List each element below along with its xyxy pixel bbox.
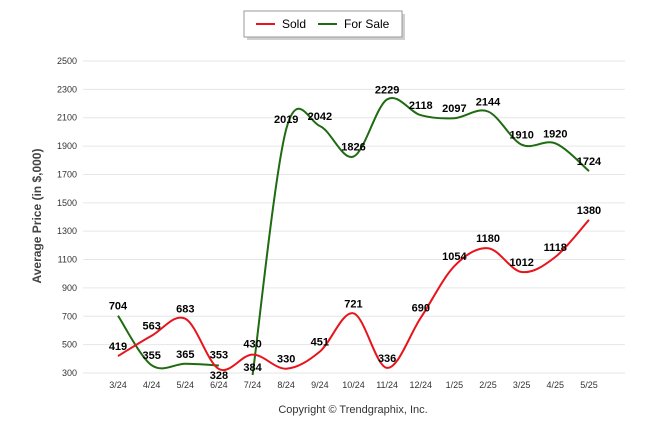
data-label-sold: 683 (176, 304, 194, 316)
legend: Sold For Sale (243, 10, 405, 40)
series-lines (117, 96, 590, 376)
x-tick-label: 12/24 (409, 380, 432, 390)
data-label-sold: 1012 (509, 257, 533, 269)
data-label-sold: 419 (109, 341, 127, 353)
y-tick-label: 2500 (57, 56, 77, 66)
x-tick-label: 3/25 (513, 380, 531, 390)
y-tick-label: 1100 (58, 255, 77, 265)
y-tick-label: 2100 (57, 113, 77, 123)
data-label-sold: 721 (344, 298, 362, 310)
data-label-for-sale: 355 (142, 350, 160, 362)
data-label-for-sale: 704 (109, 301, 128, 313)
x-tick-label: 6/24 (210, 380, 228, 390)
data-label-sold: 451 (311, 337, 329, 349)
data-label-for-sale: 384 (243, 362, 262, 374)
data-label-for-sale: 353 (210, 349, 228, 361)
data-label-for-sale: 1910 (509, 130, 533, 142)
data-label-sold: 1054 (442, 251, 467, 263)
y-tick-label: 1900 (57, 141, 77, 151)
x-axis-tick-labels: 3/24 4/24 5/24 6/24 7/24 8/24 9/24 10/24 11/24 12… (109, 380, 597, 390)
data-label-for-sale: 1724 (577, 156, 602, 168)
x-tick-label: 4/25 (547, 380, 565, 390)
y-tick-label: 1700 (57, 169, 77, 179)
series-line-sold (117, 219, 590, 372)
data-label-for-sale: 2118 (409, 100, 433, 112)
x-tick-label: 7/24 (244, 380, 262, 390)
data-label-sold: 1118 (544, 242, 567, 254)
data-label-for-sale: 2019 (274, 114, 298, 126)
data-label-for-sale: 2229 (375, 84, 399, 96)
y-axis-title: Average Price (in $,000) (30, 149, 44, 284)
series-line-for-sale-part2 (251, 96, 590, 376)
x-tick-label: 3/24 (109, 380, 127, 390)
x-tick-label: 2/25 (479, 380, 497, 390)
x-tick-label: 9/24 (311, 380, 329, 390)
data-label-sold: 563 (142, 321, 160, 333)
data-label-sold: 430 (243, 339, 261, 351)
data-label-sold: 690 (412, 303, 430, 315)
x-tick-label: 1/25 (446, 380, 464, 390)
data-label-for-sale: 2042 (308, 111, 332, 123)
x-tick-label: 4/24 (143, 380, 161, 390)
y-tick-label: 1500 (57, 198, 77, 208)
copyright-text: Copyright © Trendgraphix, Inc. (278, 404, 427, 416)
y-tick-label: 900 (62, 283, 77, 293)
y-tick-label: 2300 (57, 84, 77, 94)
data-label-for-sale: 1826 (341, 142, 365, 154)
y-tick-label: 300 (62, 368, 77, 378)
data-label-for-sale: 1920 (543, 128, 567, 140)
x-tick-label: 5/25 (580, 380, 598, 390)
data-label-for-sale: 2144 (476, 96, 501, 108)
data-label-sold: 330 (277, 354, 295, 366)
data-label-for-sale: 365 (176, 349, 194, 361)
x-tick-label: 8/24 (277, 380, 295, 390)
x-tick-label: 11/24 (376, 380, 398, 390)
data-label-sold: 1180 (476, 233, 500, 245)
y-tick-label: 500 (62, 340, 77, 350)
data-labels: 704 355 365 353 384 2019 2042 1826 2229 2118 2097 2… (109, 84, 602, 382)
legend-label-for-sale: For Sale (344, 17, 390, 31)
data-label-sold: 336 (378, 353, 396, 365)
y-tick-label: 700 (62, 311, 77, 321)
x-tick-label: 5/24 (177, 380, 195, 390)
data-label-for-sale: 2097 (442, 103, 466, 115)
data-label-sold: 1380 (577, 205, 601, 217)
y-axis-tick-labels: 300 500 700 900 1100 1300 1500 1700 1900 2100 2300… (57, 56, 77, 378)
x-tick-label: 10/24 (342, 380, 365, 390)
y-tick-label: 1300 (57, 226, 77, 236)
series-line-for-sale-part1 (117, 315, 219, 370)
data-label-sold: 328 (210, 370, 228, 382)
legend-label-sold: Sold (282, 17, 306, 31)
